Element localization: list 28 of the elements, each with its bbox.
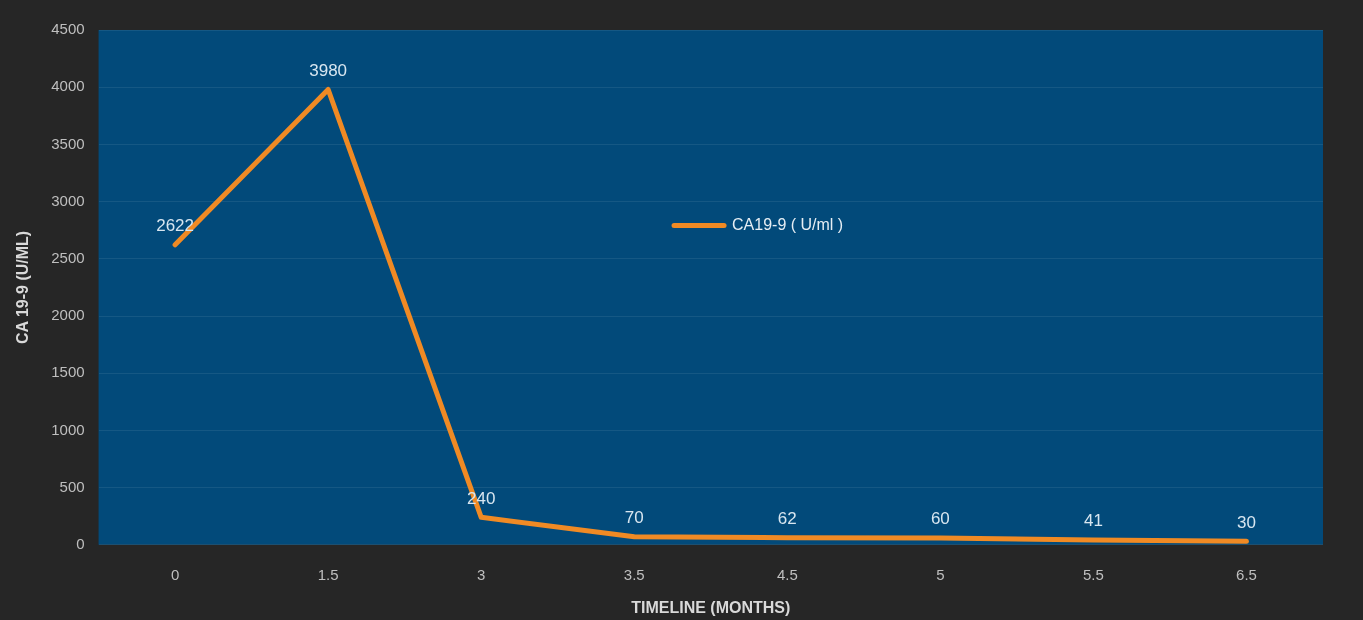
- x-tick-label: 4.5: [776, 565, 798, 583]
- legend-label: CA19-9 ( U/ml ): [732, 216, 844, 234]
- x-tick-label: 5.5: [1082, 565, 1104, 583]
- y-tick-label: 3000: [51, 191, 85, 209]
- x-tick-label: 3.5: [623, 565, 645, 583]
- y-tick-label: 1000: [51, 420, 85, 438]
- data-label: 30: [1237, 512, 1256, 532]
- y-tick-label: 2500: [51, 248, 85, 266]
- x-axis-title: TIMELINE (MONTHS): [631, 598, 791, 616]
- y-tick-label: 3500: [51, 134, 85, 152]
- data-label: 2622: [156, 216, 195, 236]
- x-tick-label: 0: [170, 565, 180, 583]
- data-label: 62: [777, 508, 797, 528]
- x-tick-label: 6.5: [1236, 565, 1257, 583]
- data-label: 70: [624, 507, 644, 527]
- data-label: 3980: [309, 60, 348, 80]
- x-tick-label: 3: [477, 565, 486, 583]
- y-tick-label: 0: [76, 534, 85, 552]
- y-tick-label: 2000: [51, 306, 85, 324]
- data-label: 60: [930, 509, 950, 529]
- y-tick-label: 500: [59, 477, 85, 495]
- x-tick-label: 5: [936, 565, 945, 583]
- y-tick-label: 1500: [51, 363, 85, 381]
- data-label: 41: [1083, 511, 1103, 531]
- x-tick-label: 1.5: [317, 565, 339, 583]
- y-tick-label: 4000: [51, 77, 85, 95]
- y-tick-label: 4500: [51, 20, 85, 38]
- y-axis-title: CA 19-9 (U/ML): [14, 230, 32, 344]
